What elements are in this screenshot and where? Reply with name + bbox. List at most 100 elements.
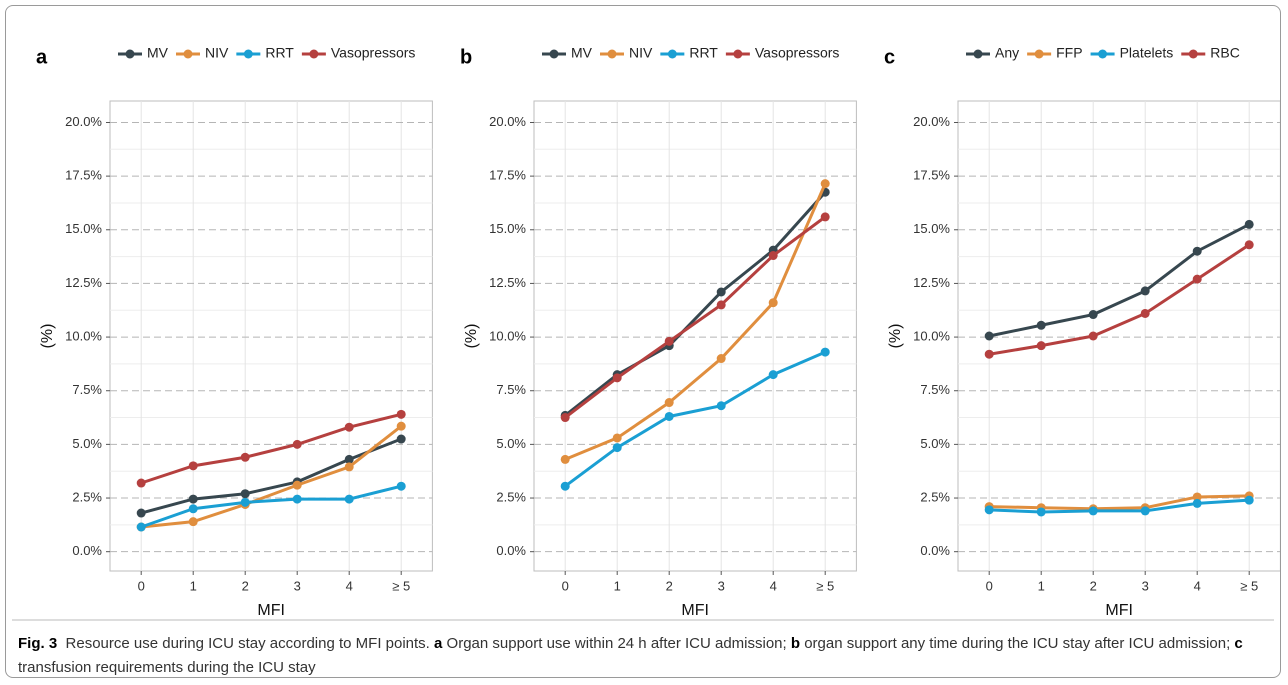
legend-marker (125, 49, 135, 59)
y-tick-label: 15.0% (65, 221, 102, 236)
x-tick-label: ≥ 5 (1240, 578, 1258, 593)
legend-label: RBC (1210, 45, 1240, 61)
caption-text: c (1234, 635, 1243, 652)
point (820, 179, 830, 189)
legend-label: Vasopressors (755, 45, 840, 61)
point (396, 481, 406, 491)
y-tick-label: 2.5% (72, 489, 102, 504)
x-tick-label: 2 (1090, 578, 1097, 593)
series-line (564, 350, 826, 488)
point (292, 439, 302, 449)
y-tick-label: 10.0% (913, 329, 950, 344)
x-tick-label: 2 (242, 578, 249, 593)
point (136, 522, 146, 532)
x-tick-label: 1 (1038, 578, 1045, 593)
legend-label: RRT (689, 45, 718, 61)
y-tick-label: 0.0% (72, 543, 102, 558)
point (1192, 492, 1202, 502)
point (292, 494, 302, 504)
series-line (564, 215, 827, 419)
point (1244, 219, 1254, 229)
panel: 0.0% 2.5% 5.0% 7.5% 10.0% 12.5% 15.0% 17.5% 20.0… (884, 45, 1280, 619)
point (984, 349, 994, 359)
point (240, 497, 250, 507)
y-tick-label: 5.0% (496, 436, 526, 451)
point (240, 452, 250, 462)
series-line (989, 498, 1250, 514)
legend-marker (973, 49, 983, 59)
panel: 0.0% 2.5% 5.0% 7.5% 10.0% 12.5% 15.0% 17.5% 20.0… (460, 45, 857, 619)
point (984, 505, 994, 515)
y-axis-label: (%) (887, 324, 904, 349)
x-tick-label: ≥ 5 (816, 578, 834, 593)
x-tick-label: 4 (1194, 578, 1201, 593)
y-tick-label: 7.5% (496, 382, 526, 397)
x-tick-label: 0 (138, 578, 145, 593)
point (716, 300, 726, 310)
series-line (988, 223, 1250, 338)
point (768, 251, 778, 261)
y-tick-label: 2.5% (920, 489, 950, 504)
y-tick-label: 20.0% (913, 114, 950, 129)
point (612, 443, 622, 453)
caption-text: Resource use during ICU stay according t… (65, 635, 435, 652)
legend-marker (1188, 49, 1198, 59)
legend-label: NIV (629, 45, 653, 61)
x-tick-label: 4 (770, 578, 777, 593)
x-tick-label: 4 (346, 578, 353, 593)
x-tick-label: 3 (1142, 578, 1149, 593)
y-tick-label: 15.0% (913, 221, 950, 236)
legend-label: FFP (1056, 45, 1082, 61)
point (1192, 274, 1202, 284)
point (1140, 286, 1150, 296)
point (344, 494, 354, 504)
plot-area (533, 100, 857, 572)
point (560, 413, 570, 423)
plot-area (957, 100, 1280, 572)
x-tick-label: 0 (986, 578, 993, 593)
point (136, 508, 146, 518)
y-tick-label: 10.0% (65, 329, 102, 344)
caption-text: b (790, 635, 801, 652)
y-tick-label: 5.0% (72, 436, 102, 451)
panel-label: c (884, 46, 895, 68)
point (396, 421, 406, 431)
caption-label: Fig. 3 (18, 635, 58, 652)
legend-marker (1098, 49, 1108, 59)
point (136, 478, 146, 488)
y-axis-label: (%) (463, 324, 480, 349)
point (188, 504, 198, 514)
x-tick-label: 3 (294, 578, 301, 593)
point (1036, 320, 1046, 330)
point (292, 480, 302, 490)
point (664, 336, 674, 346)
series-line (988, 243, 1251, 356)
y-tick-label: 0.0% (496, 543, 526, 558)
point (188, 461, 198, 471)
legend-marker (549, 49, 559, 59)
y-tick-label: 17.5% (913, 168, 950, 183)
y-tick-label: 20.0% (489, 114, 526, 129)
point (344, 462, 354, 472)
legend-label: NIV (205, 45, 229, 61)
y-tick-label: 17.5% (65, 168, 102, 183)
point (396, 434, 406, 444)
point (188, 494, 198, 504)
caption: Fig. 3 Resource use during ICU stay acco… (18, 632, 1268, 677)
point (240, 489, 250, 499)
point (664, 411, 674, 421)
x-tick-label: ≥ 5 (392, 578, 410, 593)
caption-text: a (434, 635, 443, 652)
legend-marker (1034, 49, 1044, 59)
point (560, 481, 570, 491)
point (396, 409, 406, 419)
x-axis-label: MFI (681, 602, 709, 619)
point (1088, 506, 1098, 516)
point (768, 370, 778, 380)
legend-marker (667, 49, 677, 59)
legend-marker (183, 49, 193, 59)
y-tick-label: 2.5% (496, 489, 526, 504)
series-line (140, 437, 402, 515)
point (716, 354, 726, 364)
point (612, 373, 622, 383)
